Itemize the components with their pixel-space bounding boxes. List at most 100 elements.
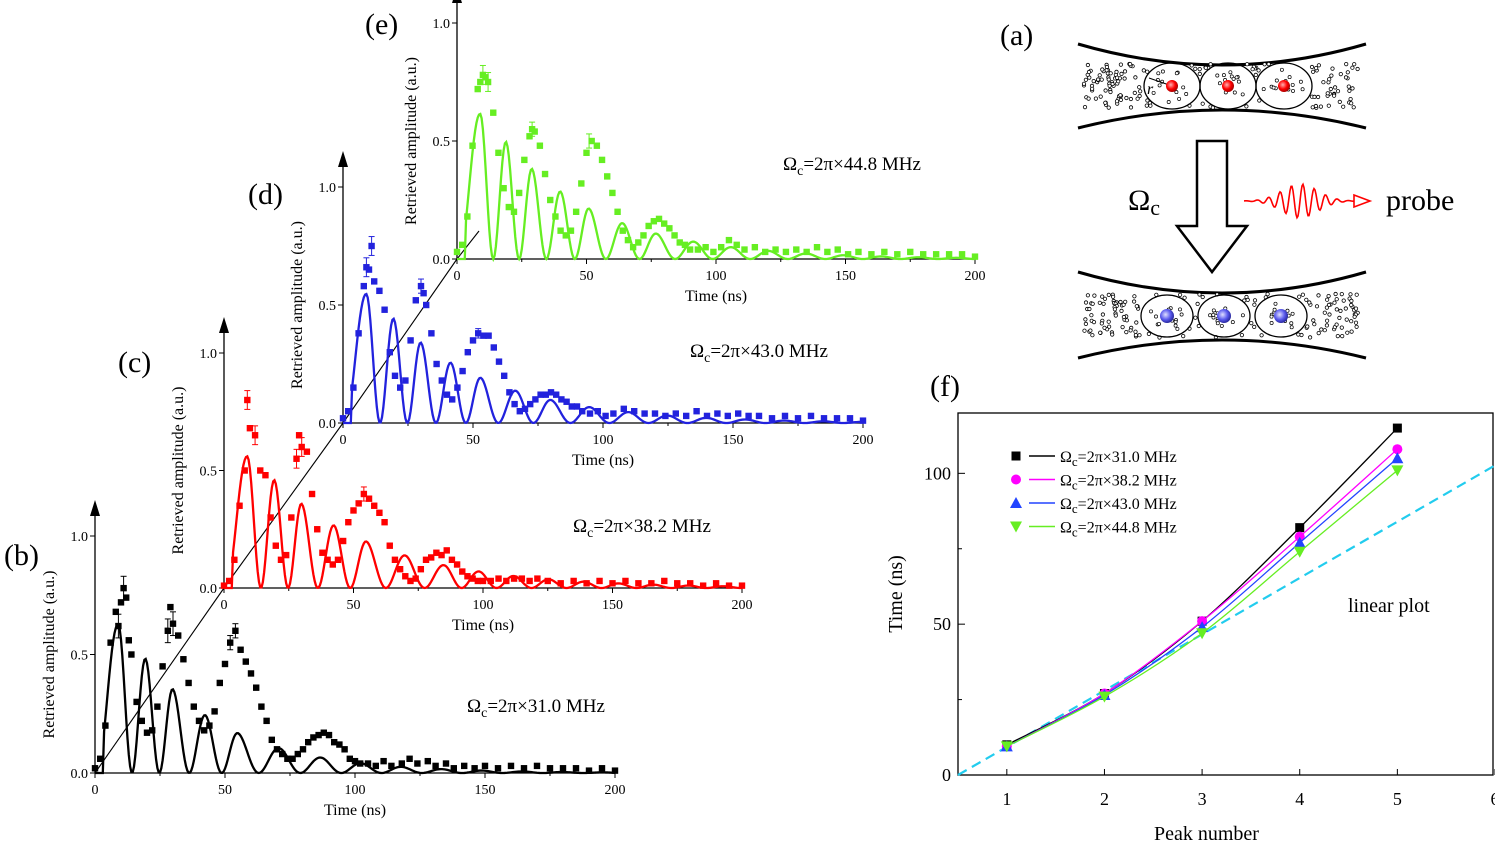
data-point bbox=[402, 573, 409, 580]
data-point bbox=[391, 556, 399, 563]
data-point bbox=[768, 415, 776, 422]
data-point bbox=[396, 566, 404, 573]
data-point bbox=[631, 408, 638, 415]
atom-dot bbox=[1175, 326, 1180, 331]
legend-entry: Ωc=2π×44.8 MHz bbox=[1060, 520, 1177, 540]
y-tick-label: 0 bbox=[942, 765, 951, 785]
omega-subscript: c bbox=[481, 706, 487, 721]
data-point bbox=[112, 608, 119, 616]
atom-dot bbox=[1118, 97, 1124, 103]
data-point bbox=[485, 332, 492, 339]
data-point bbox=[154, 703, 161, 710]
atom-dot bbox=[1193, 66, 1198, 71]
y-axis-label: Time (ns) bbox=[885, 555, 907, 633]
data-point bbox=[480, 332, 487, 339]
panel-b: 0 50 100 150 200 0.0 0.5 1.0 Time (ns) Retrieved … bbox=[4, 500, 626, 819]
data-point bbox=[619, 227, 626, 234]
atom-dot bbox=[1346, 84, 1351, 89]
data-point bbox=[579, 408, 586, 415]
x-tick-label: 200 bbox=[853, 433, 874, 448]
data-point bbox=[339, 537, 347, 545]
atom-dot bbox=[1252, 298, 1258, 303]
y-tick-label: 1.0 bbox=[433, 17, 451, 32]
data-point bbox=[495, 575, 502, 582]
atom-dot bbox=[1087, 306, 1092, 312]
rydberg-atom-red-2 bbox=[1222, 80, 1234, 92]
omega-value: =2π×31.0 MHz bbox=[487, 696, 605, 717]
data-point bbox=[686, 246, 694, 253]
atom-dot bbox=[1228, 70, 1233, 75]
data-point bbox=[490, 344, 497, 351]
y-tick-label: 0.5 bbox=[200, 465, 218, 480]
data-point bbox=[527, 400, 534, 408]
data-point bbox=[91, 765, 99, 772]
data-point bbox=[432, 762, 439, 770]
atom-dot bbox=[1259, 333, 1264, 338]
data-point bbox=[662, 412, 669, 420]
atom-dot bbox=[1304, 297, 1309, 302]
data-point bbox=[206, 722, 213, 729]
data-point bbox=[505, 203, 512, 211]
atom-dot bbox=[1128, 328, 1133, 333]
atom-dot bbox=[1252, 324, 1257, 329]
data-point bbox=[945, 251, 953, 258]
omega-annotation: Ωc=2π×31.0 MHz bbox=[467, 696, 605, 721]
data-point bbox=[195, 717, 203, 725]
data-point bbox=[149, 727, 156, 734]
atom-dot bbox=[1149, 309, 1153, 314]
data-point bbox=[674, 580, 681, 587]
linear-plot-line bbox=[957, 464, 1495, 776]
atom-dot bbox=[1314, 304, 1320, 309]
omega-value: =2π×44.8 MHz bbox=[1078, 520, 1177, 537]
data-point bbox=[586, 410, 594, 417]
atom-dot bbox=[1256, 68, 1261, 73]
data-point bbox=[578, 180, 585, 187]
data-point bbox=[221, 660, 229, 668]
atom-dot bbox=[1106, 105, 1111, 110]
data-point bbox=[246, 425, 254, 432]
atom-dot bbox=[1182, 295, 1187, 300]
data-point-circle bbox=[1294, 531, 1305, 542]
atom-dot bbox=[1101, 301, 1106, 306]
atom-dot bbox=[1325, 297, 1330, 302]
atom-dot bbox=[1344, 61, 1349, 67]
data-point bbox=[772, 246, 779, 253]
atom-dot bbox=[1272, 307, 1277, 312]
atom-dot bbox=[1133, 332, 1139, 338]
y-axis-label: Retrieved amplitude (a.u.) bbox=[41, 571, 58, 739]
atom-dot bbox=[1316, 293, 1321, 298]
y-tick-label: 1.0 bbox=[319, 181, 337, 196]
data-point bbox=[521, 156, 528, 164]
top-medium-lower-edge bbox=[1077, 108, 1367, 130]
data-point bbox=[629, 244, 637, 251]
atom-dot bbox=[1322, 310, 1327, 315]
atom-dots-top bbox=[1081, 61, 1360, 110]
data-point bbox=[881, 248, 888, 256]
data-point bbox=[544, 577, 551, 585]
data-point bbox=[474, 85, 481, 93]
atom-dot bbox=[1091, 319, 1097, 325]
data-point bbox=[725, 582, 733, 589]
atom-dot bbox=[1334, 322, 1339, 327]
omega-symbol: Ω bbox=[467, 696, 481, 717]
atom-dot bbox=[1112, 307, 1118, 312]
data-point bbox=[855, 248, 862, 256]
atom-dot bbox=[1353, 320, 1359, 325]
atom-dot bbox=[1100, 67, 1105, 72]
atom-dot bbox=[1231, 76, 1236, 81]
atom-dot bbox=[1269, 321, 1274, 325]
atom-dot bbox=[1329, 73, 1334, 78]
x-axis-label: Time (ns) bbox=[685, 288, 747, 305]
probe-label: probe bbox=[1386, 184, 1454, 217]
data-point bbox=[620, 405, 627, 413]
data-point bbox=[294, 750, 301, 758]
atom-dot bbox=[1145, 98, 1150, 103]
atom-dot bbox=[1132, 299, 1137, 304]
atom-dot bbox=[1108, 71, 1113, 76]
data-point bbox=[201, 727, 208, 734]
data-point bbox=[813, 244, 821, 251]
data-point bbox=[661, 577, 668, 585]
data-point bbox=[516, 408, 523, 415]
panel-label: (f) bbox=[930, 370, 960, 403]
